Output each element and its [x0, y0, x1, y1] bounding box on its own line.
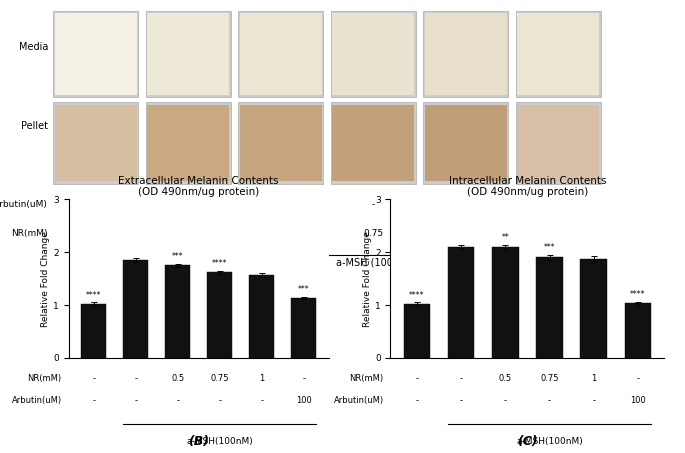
Bar	[147, 13, 229, 95]
Text: NR(mM): NR(mM)	[27, 374, 62, 383]
Text: Arbutin(uM): Arbutin(uM)	[0, 200, 48, 209]
Text: -: -	[557, 229, 560, 238]
Text: NR(mM): NR(mM)	[12, 229, 48, 238]
Bar	[331, 102, 416, 184]
Bar	[425, 13, 507, 95]
Bar	[625, 304, 651, 358]
Text: ****: ****	[212, 259, 227, 268]
Bar	[240, 13, 322, 95]
Text: Pellet: Pellet	[21, 121, 48, 131]
Bar	[53, 10, 138, 97]
Text: -: -	[218, 396, 221, 405]
Bar	[249, 275, 274, 358]
Text: ***: ***	[298, 285, 310, 294]
Text: 100: 100	[296, 396, 312, 405]
Bar	[55, 13, 137, 95]
Text: 0.75: 0.75	[210, 374, 229, 383]
Text: 1: 1	[463, 229, 469, 238]
Bar	[536, 257, 563, 358]
Bar	[55, 105, 137, 181]
Text: -: -	[134, 396, 137, 405]
Bar	[332, 105, 414, 181]
Text: -: -	[416, 396, 419, 405]
Y-axis label: Relative Fold Change: Relative Fold Change	[41, 231, 50, 327]
Text: ***: ***	[544, 243, 556, 252]
Bar	[492, 247, 519, 358]
Text: 0.75: 0.75	[540, 374, 559, 383]
Text: -: -	[187, 229, 190, 238]
Bar	[517, 105, 599, 181]
Bar	[81, 304, 106, 358]
Text: ****: ****	[409, 291, 425, 300]
Text: 0.5: 0.5	[274, 229, 288, 238]
Text: NR(mM): NR(mM)	[349, 374, 384, 383]
Bar	[147, 105, 229, 181]
Text: -: -	[460, 374, 462, 383]
Text: 100: 100	[630, 396, 646, 405]
Text: Arbutin(uM): Arbutin(uM)	[12, 396, 62, 405]
Text: -: -	[636, 374, 639, 383]
Bar	[517, 13, 599, 95]
Bar	[240, 105, 322, 181]
Text: -: -	[279, 200, 282, 209]
Text: -: -	[95, 200, 97, 209]
Text: -: -	[372, 200, 375, 209]
Bar	[516, 10, 601, 97]
Text: 1: 1	[259, 374, 264, 383]
Text: -: -	[464, 200, 467, 209]
Text: (A): (A)	[175, 276, 195, 289]
Text: -: -	[187, 200, 190, 209]
Bar	[291, 298, 316, 358]
Text: -: -	[504, 396, 507, 405]
Bar	[331, 10, 416, 97]
Title: Intracellular Melanin Contents
(OD 490nm/ug protein): Intracellular Melanin Contents (OD 490nm…	[449, 176, 606, 197]
Bar	[238, 102, 323, 184]
Text: (C): (C)	[517, 435, 538, 448]
Bar	[207, 272, 232, 358]
Title: Extracellular Melanin Contents
(OD 490nm/ug protein): Extracellular Melanin Contents (OD 490nm…	[119, 176, 279, 197]
Text: ***: ***	[172, 252, 184, 261]
Text: -: -	[460, 396, 462, 405]
Bar	[146, 10, 231, 97]
Text: 100: 100	[549, 200, 567, 209]
Text: a-MSH(100nM): a-MSH(100nM)	[186, 437, 253, 446]
Text: -: -	[134, 374, 137, 383]
Text: -: -	[95, 229, 97, 238]
Bar	[123, 260, 148, 358]
Text: -: -	[593, 396, 595, 405]
Text: ****: ****	[86, 291, 101, 300]
Text: -: -	[260, 396, 263, 405]
Bar	[165, 265, 190, 358]
Bar	[425, 105, 507, 181]
Text: 0.5: 0.5	[499, 374, 512, 383]
Text: Arbutin(uM): Arbutin(uM)	[334, 396, 384, 405]
Text: 1: 1	[591, 374, 597, 383]
Text: -: -	[548, 396, 551, 405]
Bar	[423, 10, 508, 97]
Bar	[580, 259, 607, 358]
Bar	[332, 13, 414, 95]
Text: ****: ****	[630, 290, 646, 299]
Bar	[403, 304, 430, 358]
Text: **: **	[501, 233, 509, 242]
Text: a-MSH (100nM): a-MSH (100nM)	[336, 257, 411, 267]
Y-axis label: Relative Fold Change: Relative Fold Change	[363, 231, 372, 327]
Text: 0.75: 0.75	[363, 229, 384, 238]
Bar	[53, 102, 138, 184]
Text: (B): (B)	[188, 435, 209, 448]
Text: -: -	[416, 374, 419, 383]
Bar	[516, 102, 601, 184]
Bar	[423, 102, 508, 184]
Bar	[238, 10, 323, 97]
Text: -: -	[92, 374, 95, 383]
Bar	[146, 102, 231, 184]
Text: -: -	[176, 396, 179, 405]
Text: a-MSH(100nM): a-MSH(100nM)	[516, 437, 583, 446]
Text: -: -	[92, 396, 95, 405]
Text: 0.5: 0.5	[171, 374, 184, 383]
Bar	[448, 247, 475, 358]
Text: Media: Media	[18, 42, 48, 52]
Text: -: -	[302, 374, 305, 383]
